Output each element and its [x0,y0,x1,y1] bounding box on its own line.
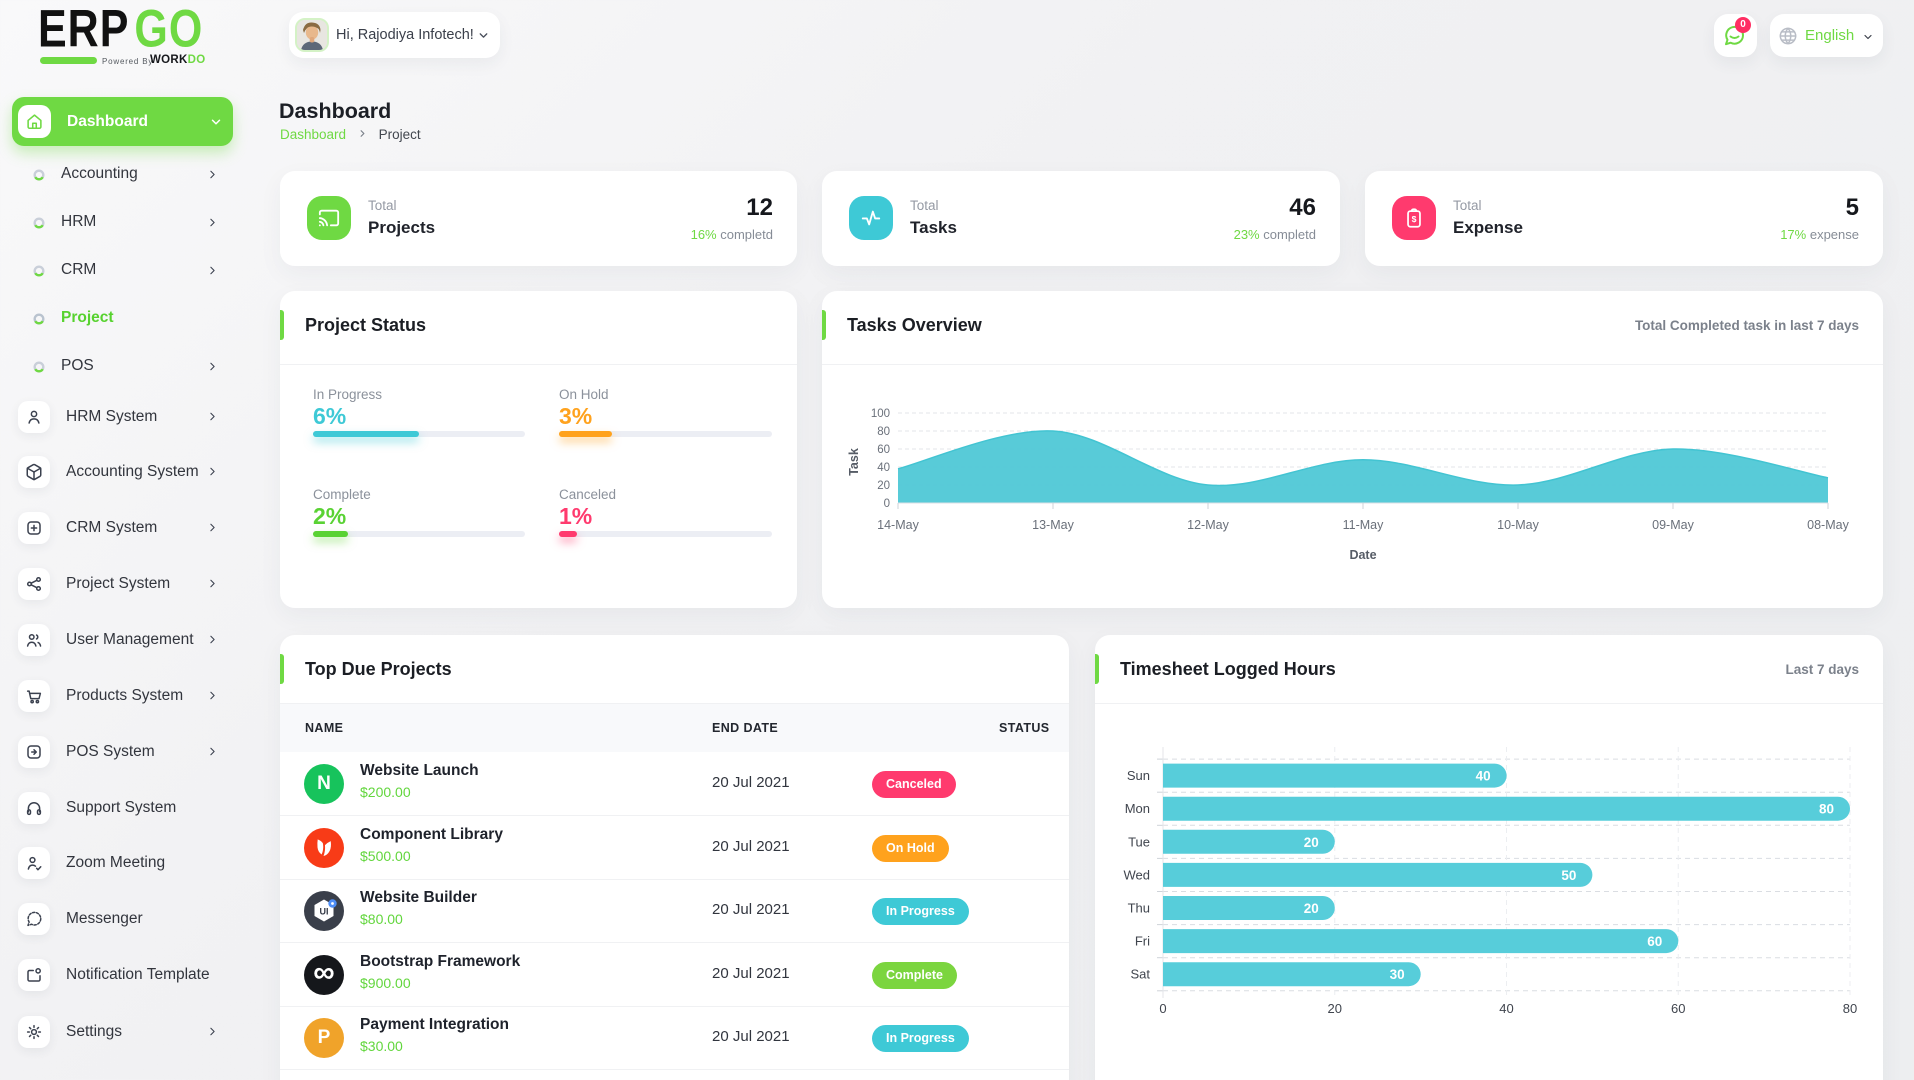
svg-text:40: 40 [877,462,890,474]
svg-text:80: 80 [1843,1001,1857,1016]
svg-text:13-May: 13-May [1032,518,1074,532]
svg-text:09-May: 09-May [1652,518,1694,532]
svg-text:$: $ [1412,214,1417,224]
svg-text:60: 60 [1671,1001,1685,1016]
svg-text:12-May: 12-May [1187,518,1229,532]
svg-text:Wed: Wed [1124,867,1151,882]
svg-text:80: 80 [1819,802,1834,817]
svg-text:08-May: 08-May [1807,518,1849,532]
svg-text:100: 100 [871,408,890,420]
svg-text:14-May: 14-May [877,518,919,532]
svg-text:Sun: Sun [1127,768,1150,783]
svg-text:20: 20 [1304,901,1319,916]
svg-text:Thu: Thu [1128,901,1150,916]
svg-text:Date: Date [1349,548,1376,562]
svg-text:Fri: Fri [1135,934,1150,949]
svg-text:Mon: Mon [1125,801,1150,816]
svg-text:Sat: Sat [1130,967,1150,982]
svg-text:20: 20 [1304,835,1319,850]
svg-text:20: 20 [1328,1001,1342,1016]
svg-text:11-May: 11-May [1343,518,1385,532]
svg-text:60: 60 [1647,934,1662,949]
svg-text:50: 50 [1561,868,1576,883]
svg-text:40: 40 [1499,1001,1513,1016]
svg-text:Task: Task [847,448,861,476]
svg-text:0: 0 [884,498,890,510]
svg-text:10-May: 10-May [1497,518,1539,532]
svg-text:40: 40 [1476,769,1491,784]
svg-text:UI: UI [320,907,329,917]
svg-text:Tue: Tue [1128,834,1150,849]
svg-text:30: 30 [1390,967,1405,982]
svg-text:0: 0 [1159,1001,1166,1016]
svg-text:80: 80 [877,426,890,438]
svg-text:60: 60 [877,444,890,456]
svg-text:20: 20 [877,480,890,492]
